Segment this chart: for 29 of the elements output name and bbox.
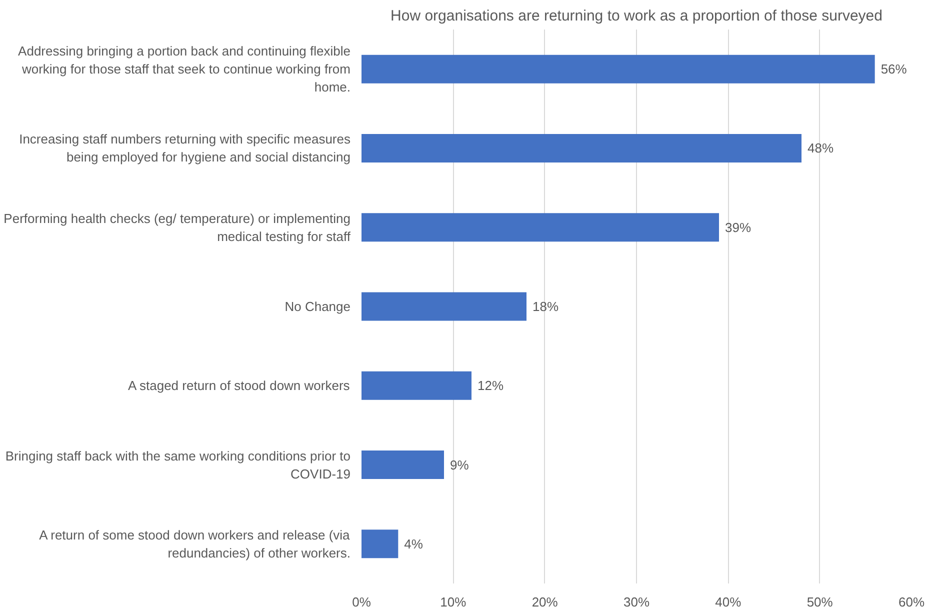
x-tick-label: 40% (715, 594, 742, 610)
data-label: 56% (880, 62, 908, 77)
x-tick-label: 60% (898, 594, 925, 610)
bar (362, 134, 802, 162)
x-tick-label: 30% (623, 594, 650, 610)
data-label: 9% (450, 457, 470, 472)
x-tick-label: 20% (532, 594, 558, 610)
y-tick-label: A staged return of stood down workers (128, 378, 350, 394)
y-tick-label: Addressing bringing a portion back and continuing flexible working for those staff that seek to continue working from home. (18, 44, 351, 95)
bar (362, 292, 526, 321)
data-label: 48% (808, 140, 834, 156)
bar (362, 54, 875, 84)
bar (362, 450, 444, 480)
x-tick-label: 10% (440, 594, 467, 610)
x-tick-label: 0% (352, 594, 372, 610)
bar (362, 530, 398, 558)
bar (362, 371, 472, 400)
data-label: 4% (404, 536, 424, 552)
data-label: 39% (725, 220, 752, 235)
y-tick-label: Bringing staff back with the same working conditions prior to COVID-19 (5, 448, 351, 482)
y-tick-label: No Change (284, 299, 351, 314)
y-tick-label: A return of some stood down workers and release (via redundancies) of other workers. (39, 527, 351, 560)
data-label: 12% (478, 378, 504, 394)
y-tick-label: Increasing staff numbers returning with specific measures being employed for hygiene and social distancing (19, 132, 351, 165)
chart-title: How organisations are returning to work as a proportion of those surveyed (390, 8, 882, 24)
bar (362, 213, 719, 242)
data-label: 18% (532, 299, 559, 314)
x-tick-label: 50% (806, 594, 834, 610)
y-tick-label: Performing health checks (eg/ temperature) or implementing medical testing for staff (4, 210, 351, 244)
